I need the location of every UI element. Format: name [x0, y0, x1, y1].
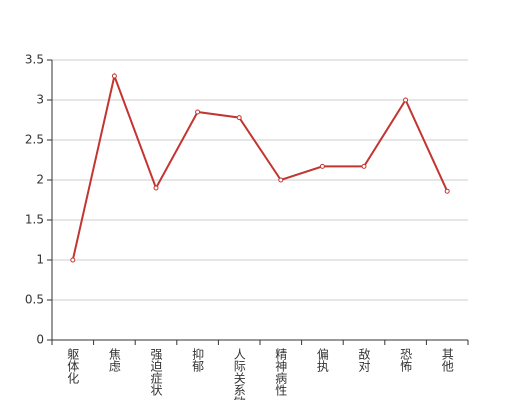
x-tick-label: 敌对: [357, 347, 371, 372]
point: [444, 188, 450, 194]
point: [111, 73, 117, 79]
line: [71, 72, 449, 261]
y-tick-label: 0: [36, 333, 44, 347]
x-tick-label: 偏执: [315, 347, 329, 373]
x-tick-label: 精神病性: [274, 348, 288, 397]
x-tick-label: 抑郁: [191, 347, 205, 373]
y-tick-label: 0.5: [25, 293, 44, 307]
point: [361, 163, 367, 169]
x-tick-label: 人际关系敏感: [232, 348, 246, 400]
point: [278, 177, 284, 183]
x-tick-label: 焦虑: [107, 348, 121, 372]
point: [319, 163, 325, 169]
y-tick-label: 2.5: [25, 133, 44, 147]
y-tick-label: 3: [36, 93, 44, 107]
x-tick-label: 其他: [440, 348, 454, 372]
point: [403, 97, 409, 103]
point: [195, 109, 201, 115]
y-tick-label: 1.5: [25, 213, 44, 227]
y-tick-label: 3.5: [25, 53, 44, 67]
point: [236, 115, 242, 121]
x-tick-label: 躯体化: [66, 347, 80, 385]
y-tick-label: 2: [36, 173, 44, 187]
point: [153, 185, 159, 191]
point: [70, 257, 76, 263]
x-tick-label: 恐怖: [399, 348, 413, 372]
x-tick-label: 强迫症状: [149, 348, 163, 396]
y-tick-label: 1: [36, 253, 44, 267]
